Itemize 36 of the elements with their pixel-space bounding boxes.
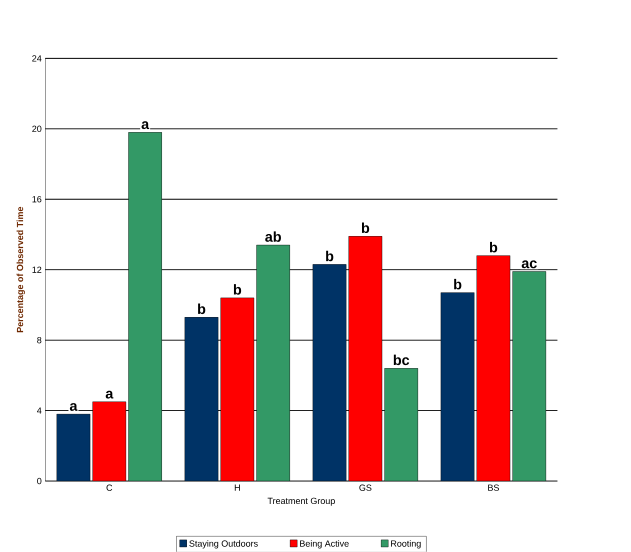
bar [256,245,290,482]
y-tick-label: 8 [37,337,42,344]
data-label: ab [265,231,281,242]
data-label: b [326,250,334,262]
bar [220,298,254,482]
data-label: bc [394,354,410,366]
data-label: b [362,222,370,234]
x-tick-label: GS [359,484,372,491]
data-label: a [106,390,114,399]
bar [92,402,126,482]
bar [476,256,510,482]
data-label: ac [522,260,537,268]
bar [348,236,382,482]
bar [512,271,546,482]
data-label: a [70,403,78,412]
y-axis-title: Percentage of Observed Time [16,207,25,332]
y-tick-label: 20 [32,126,42,132]
legend-label: Staying Outdoors [189,540,258,549]
legend-label: Being Active [300,540,349,549]
y-tick-label: 12 [32,266,42,273]
y-tick-label: 4 [36,408,42,414]
y-tick-label: 24 [32,55,42,62]
legend-label: Rooting [391,540,421,549]
x-axis-title: Treatment Group [268,498,335,506]
y-tick-label: 16 [32,196,42,203]
data-label: b [234,284,242,295]
x-tick-label: BS [488,484,499,491]
x-tick-label: C [106,484,112,491]
data-label: a [142,121,150,130]
data-label: b [490,242,498,253]
bar [128,132,162,482]
y-tick-label: 0 [37,478,42,484]
x-tick-label: H [234,484,240,491]
data-label: b [198,304,206,314]
data-label: b [454,279,462,290]
bar [384,368,418,482]
